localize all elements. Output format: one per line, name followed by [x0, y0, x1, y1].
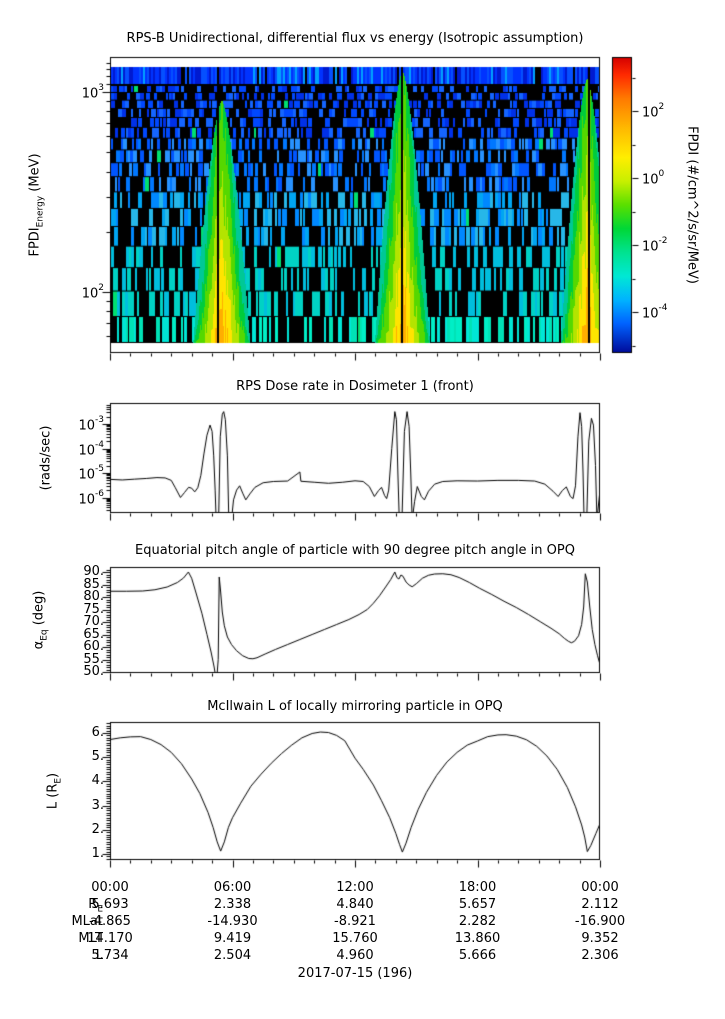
x-time-tick-label: 06:00 [213, 880, 252, 895]
orbit-row-value: 5.734 [91, 948, 129, 963]
p4-y-tick-label: 6. [91, 725, 104, 740]
x-time-tick-label: 12:00 [336, 880, 374, 895]
panel1-y-axis-label: FPDIEnergy (MeV) [27, 153, 46, 257]
p4-y-tick-label: 4. [91, 773, 104, 789]
orbit-row-value: -8.921 [334, 914, 376, 929]
p3-y-tick-label: 50. [83, 664, 104, 679]
p3-y-tick-label: 75. [83, 601, 104, 617]
p4-y-tick-label: 2. [91, 821, 104, 837]
orbit-row-value: 2.338 [213, 897, 252, 912]
orbit-row-value: 14.170 [87, 931, 133, 946]
orbit-row-value: 2.306 [581, 948, 619, 963]
p3-y-tick-label: 60. [83, 639, 104, 654]
panel2-title: RPS Dose rate in Dosimeter 1 (front) [236, 379, 474, 394]
orbit-row-value: 5.666 [458, 948, 497, 963]
panel4-title: McIlwain L of locally mirroring particle… [207, 699, 503, 714]
orbit-row-label: MLT [78, 931, 103, 946]
p3-y-tick-label: 65. [83, 626, 104, 642]
panel3-title: Equatorial pitch angle of particle with … [135, 543, 575, 558]
orbit-row-value: 15.760 [332, 931, 378, 946]
orbit-row-value: 13.860 [454, 931, 501, 946]
x-time-tick-label: 18:00 [458, 880, 497, 895]
panel1-title: RPS-B Unidirectional, differential flux … [126, 31, 584, 46]
orbit-row-value: 4.960 [336, 948, 374, 963]
date-label: 2017-07-15 (196) [297, 966, 413, 981]
orbit-row-value: 5.693 [91, 897, 129, 912]
orbit-row-value: -4.865 [89, 914, 131, 929]
orbit-row-label: MLat [71, 914, 103, 929]
p4-y-tick-label: 1. [91, 846, 104, 861]
p1-y-tick-label: 102 [81, 283, 104, 302]
panel2-y-axis-label: (rads/sec) [38, 425, 54, 491]
p2-y-tick-label: 10-3 [78, 415, 104, 434]
orbit-row-value: -16.900 [574, 914, 626, 929]
p3-y-tick-label: 55. [83, 651, 104, 667]
p1-y-tick-label: 103 [81, 83, 104, 102]
orbit-row-label: L [95, 948, 103, 963]
orbit-row-value: 2.504 [213, 948, 252, 963]
p2-y-tick-label: 10-5 [78, 464, 104, 483]
orbit-row-value: 9.352 [581, 931, 619, 946]
colorbar-tick-label: 102 [642, 102, 665, 121]
panel3-y-axis-label: αEq (deg) [31, 590, 50, 650]
p3-y-tick-label: 90. [83, 564, 104, 579]
orbit-row-label: RE [88, 897, 103, 915]
colorbar-tick-label: 10-4 [642, 303, 668, 322]
orbit-row-value: 5.657 [458, 897, 497, 912]
x-time-tick-label: 00:00 [581, 880, 619, 895]
p2-y-tick-label: 10-4 [78, 439, 104, 458]
p4-y-tick-label: 5. [91, 749, 104, 765]
p3-y-tick-label: 85. [83, 576, 104, 592]
p3-y-tick-label: 70. [83, 614, 104, 629]
colorbar-tick-label: 10-2 [642, 236, 668, 255]
colorbar-label: FPDI (#/cm^2/s/sr/MeV) [684, 126, 700, 284]
orbit-row-value: 4.840 [336, 897, 374, 912]
orbit-row-value: 9.419 [213, 931, 252, 946]
p4-y-tick-label: 3. [91, 797, 104, 813]
p3-y-tick-label: 80. [83, 589, 104, 604]
orbit-row-value: 2.112 [581, 897, 619, 912]
orbit-row-value: 2.282 [458, 914, 497, 929]
colorbar-tick-label: 100 [642, 169, 665, 188]
x-time-tick-label: 00:00 [91, 880, 129, 895]
p2-y-tick-label: 10-6 [78, 488, 104, 507]
orbit-row-value: -14.930 [207, 914, 258, 929]
